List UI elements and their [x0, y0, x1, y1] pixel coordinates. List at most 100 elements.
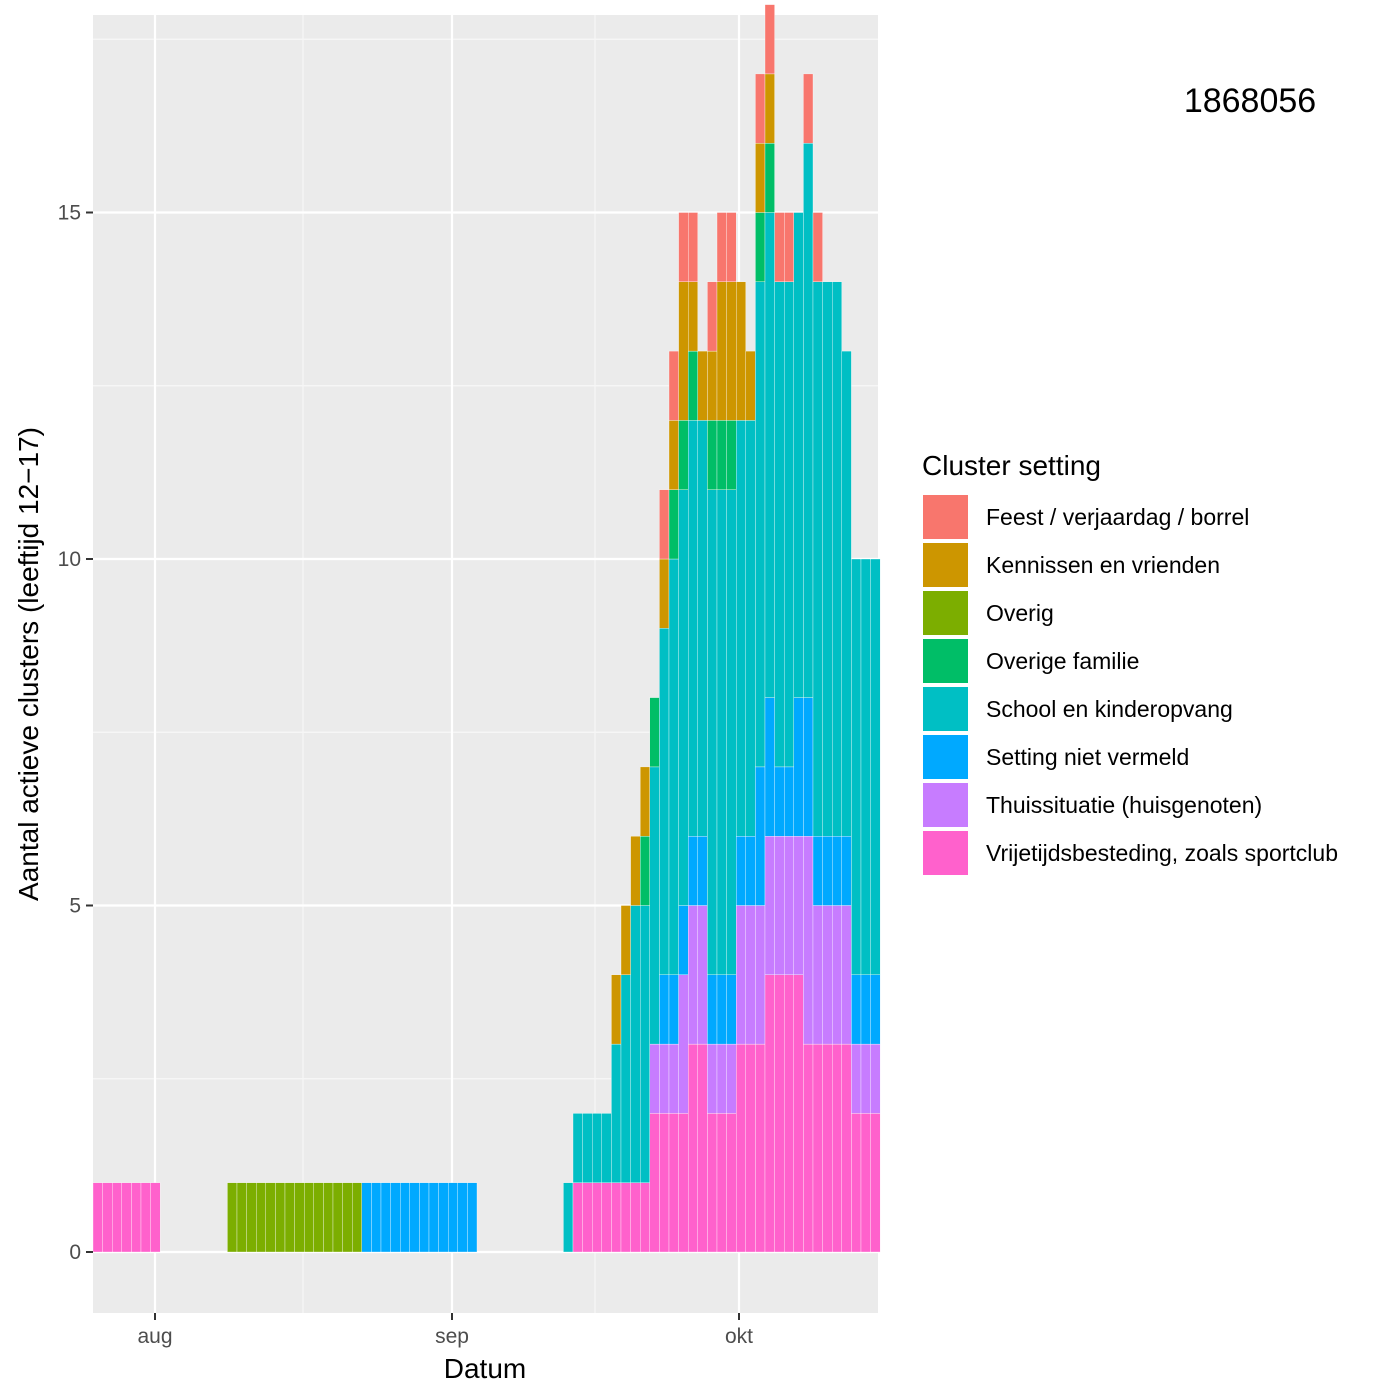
- bar-segment: [668, 350, 679, 421]
- bar-segment: [688, 420, 698, 837]
- bar-segment: [668, 1043, 679, 1114]
- bar-segment: [428, 1182, 439, 1253]
- bar-segment: [784, 836, 794, 975]
- bar-segment: [707, 974, 718, 1045]
- bar-segment: [774, 766, 785, 837]
- legend-label: Vrijetijdsbesteding, zoals sportclub: [986, 840, 1338, 866]
- bar-segment: [803, 836, 814, 1045]
- bar-segment: [256, 1182, 266, 1253]
- bar-segment: [352, 1182, 362, 1253]
- bar-segment: [812, 905, 823, 1045]
- legend-key: [923, 687, 968, 731]
- bar-segment: [304, 1182, 314, 1253]
- bar-segment: [678, 212, 689, 282]
- legend-key: [923, 543, 968, 587]
- bar-segment: [793, 697, 804, 837]
- bar-segment: [803, 697, 814, 837]
- y-tick-label: 15: [58, 202, 81, 225]
- bar-segment: [630, 905, 641, 1183]
- bar-segment: [342, 1182, 353, 1253]
- bar-segment: [755, 212, 766, 282]
- bar-segment: [438, 1182, 449, 1253]
- bar-segment: [697, 420, 708, 837]
- bar-segment: [630, 1182, 641, 1253]
- bar-segment: [227, 1182, 238, 1253]
- bar-segment: [611, 1182, 622, 1253]
- bar-segment: [707, 1043, 718, 1114]
- legend: Cluster setting Feest / verjaardag / bor…: [922, 450, 1338, 875]
- legend-key: [923, 831, 968, 875]
- bar-segment: [697, 1043, 708, 1253]
- bar-segment: [870, 1113, 881, 1253]
- legend-label: School en kinderopvang: [986, 696, 1233, 722]
- bar-segment: [620, 974, 631, 1183]
- y-tick-label: 10: [58, 548, 81, 571]
- bar-segment: [726, 420, 737, 490]
- bar-segment: [630, 836, 641, 906]
- bar-segment: [726, 974, 737, 1045]
- bar-segment: [371, 1182, 382, 1253]
- bar-segment: [851, 1043, 862, 1114]
- bar-segment: [841, 350, 852, 837]
- legend-label: Overig: [986, 600, 1054, 626]
- bar-segment: [803, 143, 814, 698]
- bar-segment: [860, 1113, 871, 1253]
- bar-segment: [601, 1182, 612, 1253]
- bar-segment: [851, 558, 862, 975]
- bar-segment: [812, 212, 823, 282]
- bar-segment: [716, 1043, 727, 1114]
- bar-segment: [764, 974, 775, 1253]
- bar-segment: [707, 350, 718, 421]
- bar-segment: [601, 1113, 612, 1183]
- bars: [92, 4, 881, 1253]
- bar-segment: [870, 558, 881, 975]
- bar-segment: [140, 1182, 151, 1253]
- bar-segment: [409, 1182, 420, 1253]
- bar-segment: [688, 281, 698, 352]
- bar-segment: [659, 558, 670, 629]
- bar-segment: [755, 1043, 766, 1253]
- bar-segment: [659, 1113, 670, 1253]
- bar-segment: [841, 836, 852, 906]
- bar-segment: [592, 1182, 602, 1253]
- bar-segment: [313, 1182, 324, 1253]
- bar-segment: [688, 1043, 698, 1253]
- bar-segment: [640, 836, 650, 906]
- bar-segment: [726, 212, 737, 282]
- bar-segment: [784, 766, 794, 837]
- bar-segment: [467, 1182, 478, 1253]
- bar-segment: [707, 420, 718, 490]
- bar-segment: [678, 905, 689, 975]
- legend-label: Kennissen en vrienden: [986, 552, 1220, 578]
- bar-segment: [112, 1182, 122, 1253]
- bar-segment: [784, 212, 794, 282]
- bar-segment: [755, 766, 766, 906]
- bar-segment: [745, 905, 756, 1045]
- bar-segment: [284, 1182, 295, 1253]
- bar-segment: [361, 1182, 372, 1253]
- bar-segment: [755, 905, 766, 1045]
- bar-segment: [860, 1043, 871, 1114]
- bar-segment: [812, 281, 823, 837]
- bar-segment: [640, 905, 650, 1183]
- y-tick-label: 0: [69, 1241, 81, 1264]
- bar-segment: [400, 1182, 410, 1253]
- bar-segment: [678, 420, 689, 490]
- bar-segment: [832, 281, 842, 837]
- bar-segment: [275, 1182, 286, 1253]
- bar-segment: [716, 420, 727, 490]
- bar-segment: [716, 1113, 727, 1253]
- bar-segment: [102, 1182, 113, 1253]
- bar-segment: [332, 1182, 343, 1253]
- x-axis-title: Datum: [444, 1353, 526, 1384]
- bar-segment: [688, 212, 698, 282]
- bar-segment: [803, 73, 814, 144]
- bar-segment: [620, 905, 631, 975]
- bar-segment: [726, 1113, 737, 1253]
- bar-segment: [668, 420, 679, 490]
- bar-segment: [668, 1113, 679, 1253]
- bar-segment: [832, 1043, 842, 1253]
- legend-label: Feest / verjaardag / borrel: [986, 504, 1249, 530]
- bar-segment: [649, 697, 660, 768]
